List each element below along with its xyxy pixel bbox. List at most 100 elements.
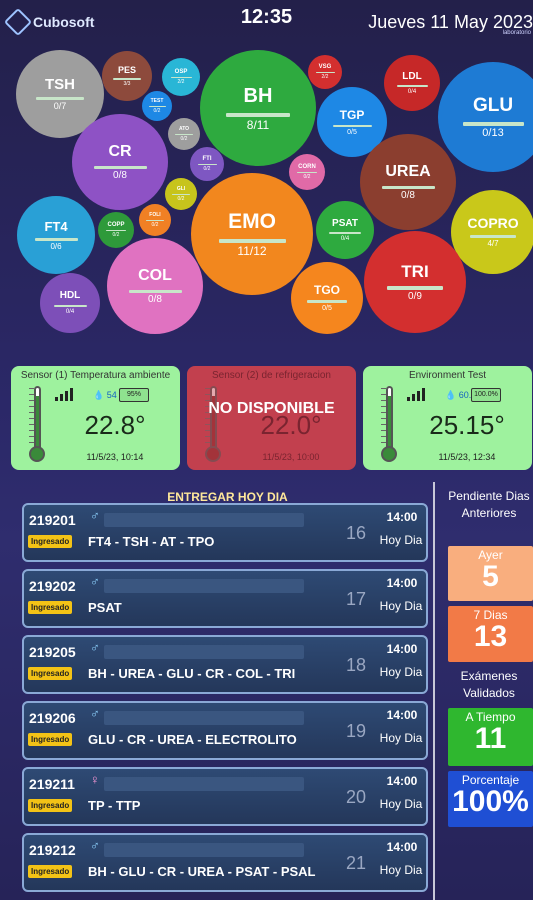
date-subtitle: laboratorio xyxy=(502,30,531,36)
bubble-ldl[interactable]: LDL 0/4 xyxy=(384,55,440,111)
bubble-psat[interactable]: PSAT 0/4 xyxy=(316,201,374,259)
bubble-progress xyxy=(315,72,335,73)
bubble-copp[interactable]: COPP 0/2 xyxy=(98,212,134,248)
bubble-hdl[interactable]: HDL 0/4 xyxy=(40,273,100,333)
order-tests: FT4 - TSH - AT - TPO xyxy=(88,534,215,549)
bubble-progress xyxy=(128,289,182,293)
sex-icon: ♂ xyxy=(90,838,100,853)
bubble-count: 2/2 xyxy=(321,74,329,80)
bubble-label: PES xyxy=(117,64,136,75)
order-tests: TP - TTP xyxy=(88,798,141,813)
bubble-count: 0/9 xyxy=(408,290,422,302)
redacted-name xyxy=(104,843,304,857)
bubble-col[interactable]: COL 0/8 xyxy=(107,238,203,334)
bubble-cr[interactable]: CR 0/8 xyxy=(72,114,168,210)
bubble-count: 0/7 xyxy=(53,101,67,111)
order-card[interactable]: 219201 ♂ Ingresado FT4 - TSH - AT - TPO 16 14… xyxy=(22,503,428,562)
bubble-progress xyxy=(307,300,347,303)
humidity-value: 💧 54 xyxy=(93,390,117,400)
sex-icon: ♂ xyxy=(90,508,100,523)
sensor-card-3[interactable]: Environment Test 💧 60.8 100.0% 25.15° 11… xyxy=(363,366,532,470)
order-tests: BH - UREA - GLU - CR - COL - TRI xyxy=(88,666,296,681)
status-badge: Ingresado xyxy=(28,667,73,680)
bubble-ato[interactable]: ATO 0/2 xyxy=(168,118,200,150)
bubble-glu[interactable]: GLU 0/13 xyxy=(438,62,533,172)
bubble-progress xyxy=(146,219,164,221)
bubble-urea[interactable]: UREA 0/8 xyxy=(360,134,456,230)
pending-yesterday-box[interactable]: Ayer 5 xyxy=(448,546,533,601)
bubble-test[interactable]: TEST 0/2 xyxy=(142,91,172,121)
bubble-vsg[interactable]: VSG 2/2 xyxy=(308,55,342,89)
bubble-progress xyxy=(34,237,78,241)
bubble-count: 0/4 xyxy=(340,235,350,242)
bubble-progress xyxy=(148,105,166,107)
order-day-number: 21 xyxy=(346,853,367,873)
status-badge: Ingresado xyxy=(28,865,73,878)
bubble-label: FOLI xyxy=(149,211,161,218)
sex-icon: ♀ xyxy=(90,772,100,787)
status-badge: Ingresado xyxy=(28,601,73,614)
redacted-name xyxy=(104,777,304,791)
bubble-label: TRI xyxy=(401,261,429,281)
delivery-day: Hoy Dia xyxy=(379,797,423,811)
order-card[interactable]: 219205 ♂ Ingresado BH - UREA - GLU - CR - C… xyxy=(22,635,428,694)
on-time-box[interactable]: A Tiempo 11 xyxy=(448,708,533,766)
order-card[interactable]: 219211 ♀ Ingresado TP - TTP 20 14:00 Hoy Dia xyxy=(22,767,428,826)
bubble-tri[interactable]: TRI 0/9 xyxy=(364,231,466,333)
bubble-label: CR xyxy=(108,142,132,160)
bubble-label: TSH xyxy=(45,76,75,93)
bubble-label: ATO xyxy=(178,125,190,132)
order-day-number: 17 xyxy=(346,589,367,609)
bubble-progress xyxy=(329,231,361,234)
sex-icon: ♂ xyxy=(90,706,100,721)
bubble-count: 0/2 xyxy=(151,221,159,228)
bubble-label: FTI xyxy=(202,156,212,162)
bubble-progress xyxy=(297,172,317,173)
bubble-label: BH xyxy=(243,84,273,107)
bubble-count: 0/6 xyxy=(50,241,62,251)
percentage-box[interactable]: Porcentaje 100% xyxy=(448,771,533,827)
bubble-foli[interactable]: FOLI 0/2 xyxy=(139,204,171,236)
bubble-osp[interactable]: OSP 2/2 xyxy=(162,58,200,96)
sex-icon: ♂ xyxy=(90,574,100,589)
unavailable-overlay: NO DISPONIBLE xyxy=(208,400,335,417)
bubble-count: 0/2 xyxy=(153,107,161,114)
bubble-ft4[interactable]: FT4 0/6 xyxy=(17,196,95,274)
bubble-label: VSG xyxy=(318,64,332,70)
temperature-value: 22.8° xyxy=(84,410,146,440)
sensor-title: Sensor (2) de refrigeracion xyxy=(212,370,331,381)
bubble-copro[interactable]: COPRO 4/7 xyxy=(451,190,533,274)
bubble-fti[interactable]: FTI 0/2 xyxy=(190,147,224,181)
thermometer-icon xyxy=(201,382,225,464)
bubble-label: TGO xyxy=(314,283,340,297)
bubble-progress xyxy=(396,84,428,87)
bubble-progress xyxy=(218,239,286,243)
bubble-emo[interactable]: EMO 11/12 xyxy=(191,173,313,295)
sensor-card-1[interactable]: Sensor (1) Temperatura ambiente 💧 54 95%… xyxy=(11,366,180,470)
bubble-count: 4/7 xyxy=(487,239,499,248)
delivery-time: 14:00 xyxy=(386,576,418,590)
bubble-bh[interactable]: BH 8/11 xyxy=(200,50,316,166)
bubble-pes[interactable]: PES 3/3 xyxy=(102,51,152,101)
bubble-gli[interactable]: GLI 0/2 xyxy=(165,178,197,210)
order-card[interactable]: 219212 ♂ Ingresado BH - GLU - CR - UREA - P… xyxy=(22,833,428,892)
clock: 12:35 xyxy=(240,6,293,28)
bubble-label: PSAT xyxy=(332,217,358,229)
order-card[interactable]: 219206 ♂ Ingresado GLU - CR - UREA - ELECTR… xyxy=(22,701,428,760)
redacted-name xyxy=(104,645,304,659)
sensor-title: Sensor (1) Temperatura ambiente xyxy=(20,370,171,381)
bubble-count: 0/5 xyxy=(322,305,332,312)
bubble-progress xyxy=(470,235,516,238)
bubble-count: 3/3 xyxy=(123,80,131,87)
bubble-corn[interactable]: CORN 0/2 xyxy=(289,154,325,190)
delivery-time: 14:00 xyxy=(386,510,418,524)
bubble-progress xyxy=(172,193,190,195)
delivery-time: 14:00 xyxy=(386,840,418,854)
bubble-tgo[interactable]: TGO 0/5 xyxy=(291,262,363,334)
order-card[interactable]: 219202 ♂ Ingresado PSAT 17 14:00 Hoy Dia xyxy=(22,569,428,628)
sensor-card-2[interactable]: Sensor (2) de refrigeracion 22.0° 11/5/2… xyxy=(187,366,356,470)
bubble-count: 0/13 xyxy=(482,126,504,139)
bubble-progress xyxy=(226,112,290,117)
pending-7days-box[interactable]: 7 Dias 13 xyxy=(448,606,533,662)
order-day-number: 16 xyxy=(346,523,367,543)
